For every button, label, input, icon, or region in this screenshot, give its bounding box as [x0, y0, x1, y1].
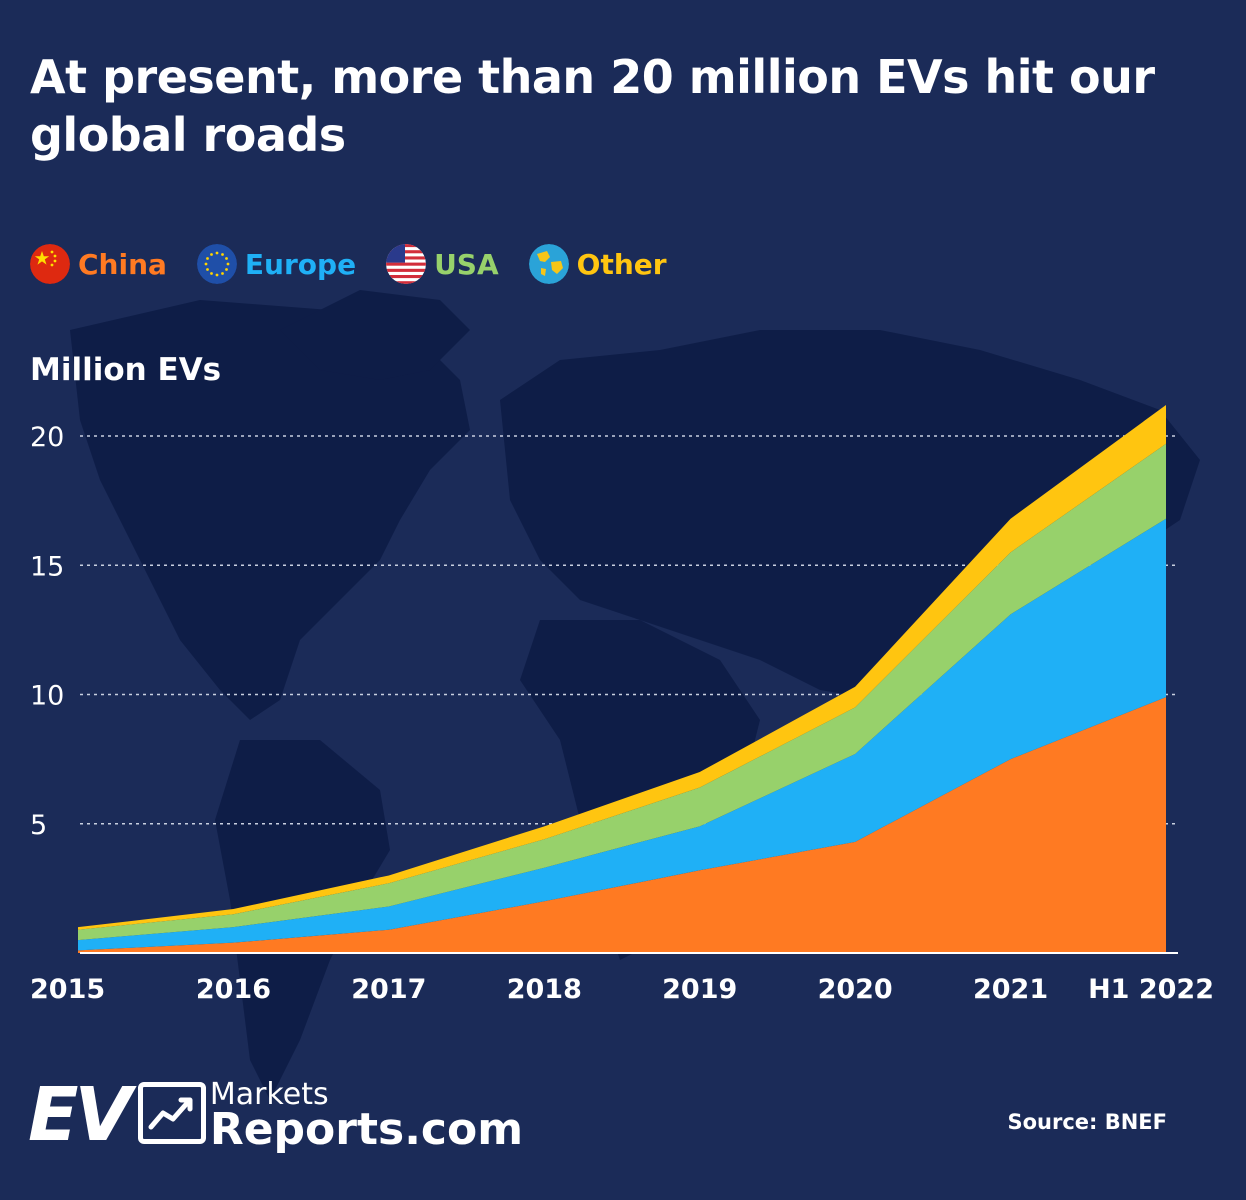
- legend-item-usa: USA: [386, 244, 499, 284]
- area-series-china: [78, 697, 1166, 953]
- y-axis-label: Million EVs: [30, 352, 222, 388]
- y-tick-label: 10: [30, 681, 64, 712]
- y-tick-label: 15: [30, 551, 64, 582]
- x-tick-label: 2016: [196, 974, 271, 1005]
- chart-title: At present, more than 20 million EVs hit…: [30, 50, 1155, 162]
- legend-label-usa: USA: [434, 247, 499, 281]
- x-tick-label: 2019: [662, 974, 737, 1005]
- legend-item-europe: Europe: [196, 244, 357, 284]
- x-tick-label: 2018: [507, 974, 582, 1005]
- y-tick-label: 5: [30, 810, 47, 841]
- legend-label-china: China: [78, 247, 167, 281]
- brand-wordmark: Markets Reports.com: [210, 1080, 523, 1152]
- china-flag-icon: [30, 244, 70, 284]
- brand-reports: Reports.com: [209, 1104, 524, 1155]
- legend-label-other: Other: [576, 247, 667, 281]
- area-series-usa: [78, 443, 1166, 941]
- x-tick-label: 2020: [818, 974, 893, 1005]
- x-tick-label: 2021: [973, 974, 1048, 1005]
- evmarketsreports-logo: EV Markets Reports.com: [28, 1078, 523, 1152]
- brand-ev: EV: [28, 1072, 132, 1158]
- legend-item-other: Other: [528, 244, 667, 284]
- x-tick-label: 2015: [30, 974, 105, 1005]
- x-tick-label: H1 2022: [1088, 974, 1214, 1005]
- source-note: Source: BNEF: [1007, 1110, 1167, 1134]
- legend: China Europe: [30, 244, 667, 284]
- us-flag-icon: [386, 244, 427, 284]
- x-tick-label: 2017: [351, 974, 426, 1005]
- legend-label-europe: Europe: [244, 247, 357, 281]
- y-tick-label: 20: [30, 422, 64, 453]
- eu-flag-icon: [196, 244, 237, 284]
- legend-item-china: China: [30, 244, 167, 284]
- area-series-europe: [78, 518, 1166, 951]
- globe-icon: [528, 244, 569, 284]
- trend-chart-icon: [137, 1082, 206, 1144]
- brand-markets: Markets: [209, 1077, 329, 1112]
